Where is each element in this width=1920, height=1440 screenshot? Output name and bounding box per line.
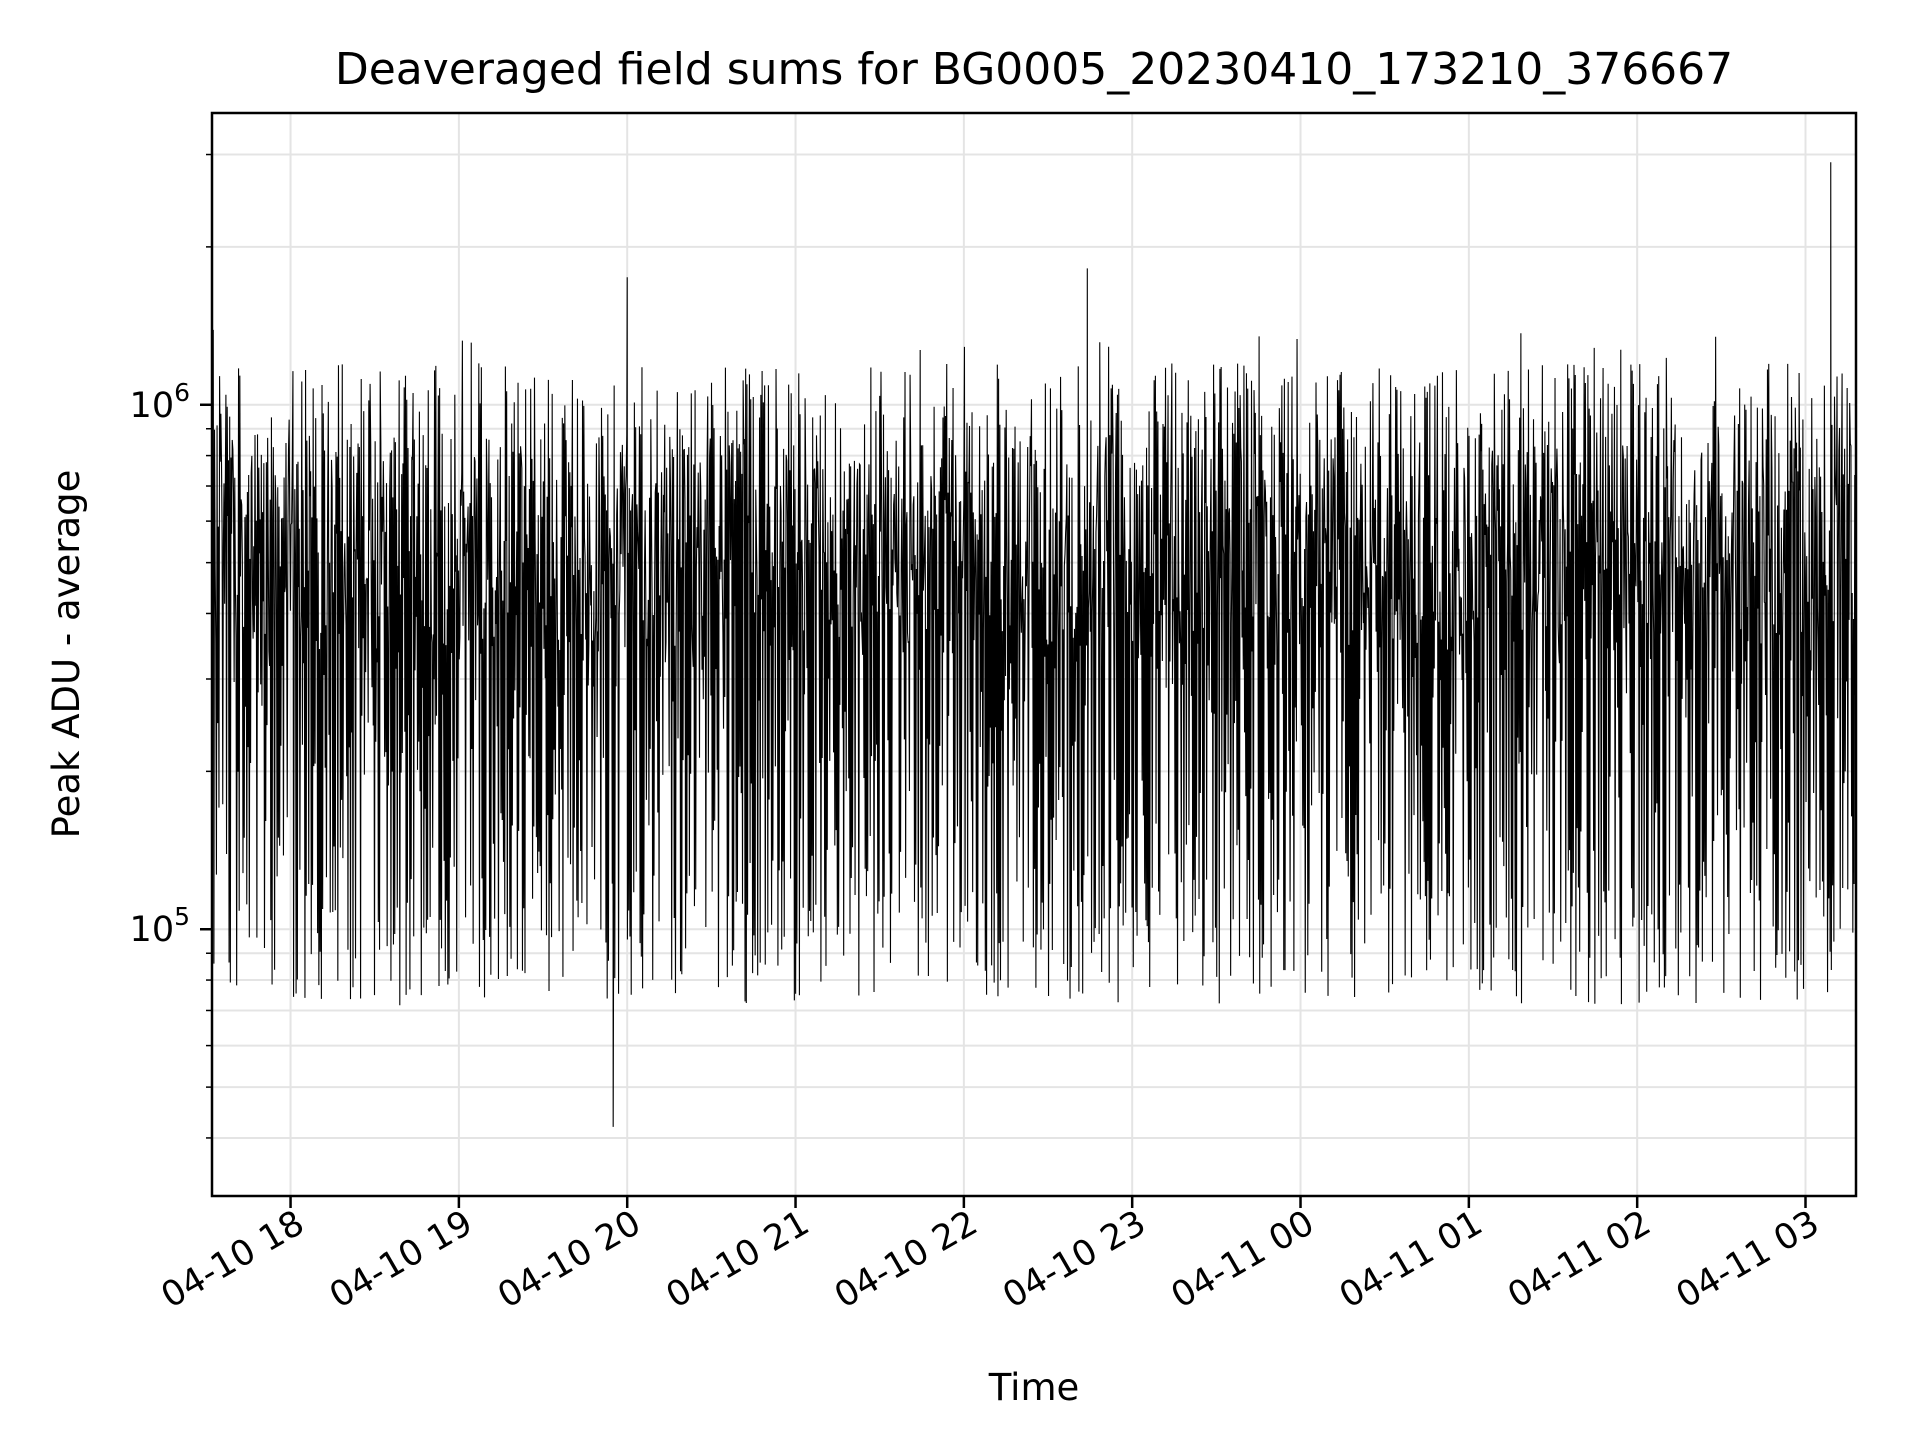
y-axis-label: Peak ADU - average [45, 470, 88, 839]
x-tick-label: 04-10 20 [491, 1203, 647, 1316]
x-tick-label: 04-10 18 [155, 1203, 311, 1316]
y-tick-exponent: 5 [174, 902, 190, 931]
x-tick-label: 04-11 02 [1501, 1203, 1657, 1316]
y-tick-exponent: 6 [174, 378, 190, 407]
plot-area-frame [210, 111, 1858, 1198]
x-tick-label: 04-10 21 [660, 1203, 816, 1316]
y-tick-label: 106 [130, 378, 190, 426]
y-tick-label: 105 [130, 902, 190, 950]
x-tick-label: 04-10 22 [828, 1203, 984, 1316]
y-tick-base: 10 [130, 910, 175, 950]
x-axis-label: Time [988, 1366, 1080, 1409]
x-tick-label: 04-11 00 [1165, 1203, 1321, 1316]
x-tick-label: 04-10 19 [323, 1203, 479, 1316]
data-series [211, 162, 1857, 1169]
chart-title: Deaveraged field sums for BG0005_2023041… [335, 44, 1733, 95]
x-tick-label: 04-10 23 [996, 1203, 1152, 1316]
y-tick-base: 10 [130, 386, 175, 426]
series-line [211, 162, 1857, 1169]
x-tick-label: 04-11 03 [1670, 1203, 1826, 1316]
x-tick-label: 04-11 01 [1333, 1203, 1489, 1316]
